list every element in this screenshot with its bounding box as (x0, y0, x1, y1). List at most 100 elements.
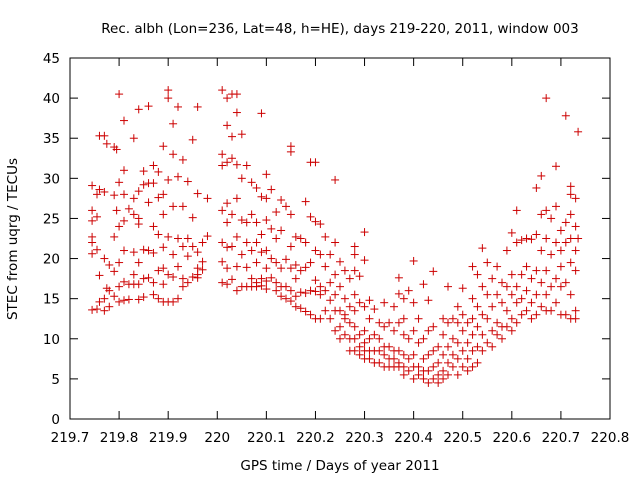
y-axis-label: STEC from uqrg / TECUs (5, 158, 21, 320)
data-point (360, 302, 369, 311)
data-point (218, 238, 227, 247)
data-point (478, 330, 487, 339)
data-point (360, 228, 369, 237)
data-point (129, 248, 138, 257)
data-point (311, 276, 320, 285)
data-point (453, 354, 462, 363)
y-tick-label: 45 (43, 51, 60, 67)
data-point (561, 111, 570, 120)
data-point (296, 304, 305, 313)
data-point (134, 187, 143, 196)
data-point (552, 274, 560, 283)
data-point (473, 322, 482, 331)
data-point (448, 350, 457, 359)
data-point (522, 286, 531, 295)
data-point (193, 248, 202, 257)
data-point (316, 220, 325, 229)
chart-title: Rec. albh (Lon=236, Lat=48, h=HE), days … (101, 21, 578, 37)
data-point (218, 257, 227, 266)
data-point (439, 314, 448, 323)
data-point (291, 260, 300, 269)
data-point (223, 199, 232, 208)
data-point (345, 318, 354, 327)
data-point (188, 213, 197, 222)
data-point (203, 194, 212, 203)
data-point (458, 362, 467, 371)
data-point (88, 238, 97, 247)
data-point (267, 224, 276, 233)
data-point (537, 302, 546, 311)
data-point (262, 170, 271, 179)
data-point (112, 145, 121, 154)
data-point (149, 278, 158, 287)
data-point (473, 270, 482, 279)
data-point (399, 350, 408, 359)
data-point (301, 307, 310, 316)
data-point (120, 277, 128, 286)
data-point (468, 294, 477, 303)
data-point (242, 161, 251, 170)
data-point (547, 214, 556, 223)
data-point (174, 262, 182, 271)
data-point (183, 177, 192, 186)
data-point (345, 302, 354, 311)
data-point (483, 290, 492, 299)
data-point (350, 242, 359, 251)
data-point (228, 275, 236, 284)
data-point (164, 270, 173, 279)
data-point (124, 204, 133, 213)
data-point (272, 286, 281, 295)
data-point (326, 250, 335, 259)
data-point (439, 350, 448, 359)
data-point (237, 250, 246, 259)
data-point (178, 274, 187, 283)
data-point (478, 310, 487, 319)
data-point (282, 294, 290, 303)
data-point (174, 294, 182, 303)
data-point (331, 175, 340, 184)
data-point (512, 206, 521, 215)
data-point (291, 274, 300, 283)
x-tick-label: 220.2 (296, 430, 335, 446)
data-point (552, 202, 560, 211)
data-point (169, 119, 178, 128)
data-point (223, 218, 232, 227)
data-point (458, 284, 467, 293)
data-point (183, 252, 192, 261)
data-point (399, 370, 408, 379)
data-point (242, 218, 251, 227)
data-point (88, 249, 97, 258)
data-point (326, 296, 335, 305)
data-point (561, 238, 570, 247)
data-point (257, 230, 266, 239)
data-point (257, 274, 266, 283)
data-point (385, 342, 394, 351)
data-point (218, 86, 227, 95)
data-point (247, 178, 256, 187)
data-point (517, 270, 526, 279)
data-point (399, 362, 408, 371)
data-point (527, 274, 536, 283)
data-point (493, 290, 502, 299)
plot-frame (69, 57, 611, 420)
data-point (473, 342, 482, 351)
data-point (120, 190, 128, 199)
data-point (566, 190, 575, 199)
data-point (154, 294, 163, 303)
data-point (336, 334, 344, 343)
data-point (498, 298, 506, 307)
data-point (267, 273, 276, 282)
data-point (306, 310, 315, 319)
data-point (291, 302, 300, 311)
data-point (439, 366, 448, 375)
data-point (502, 322, 511, 331)
data-point (522, 234, 531, 243)
data-point (532, 310, 541, 319)
data-point (169, 150, 178, 159)
data-point (88, 305, 97, 314)
y-tick-label: 10 (43, 332, 60, 348)
data-point (488, 326, 497, 335)
data-point (444, 358, 452, 367)
data-point (370, 305, 379, 314)
data-point (537, 278, 546, 287)
